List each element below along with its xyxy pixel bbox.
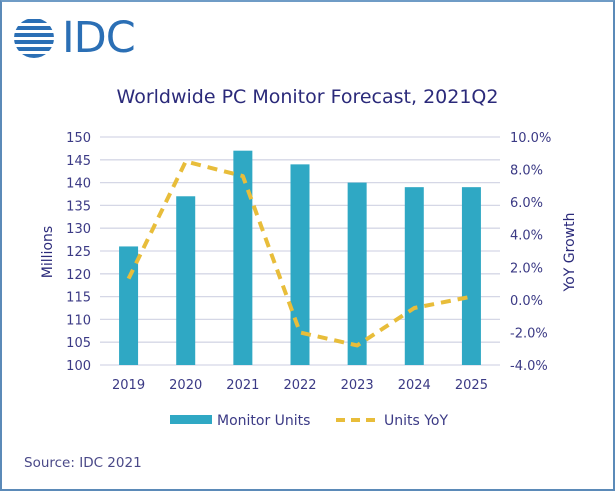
bar-2025 — [461, 187, 481, 365]
source-note: Source: IDC 2021 — [24, 455, 142, 471]
bar-2022 — [290, 164, 310, 365]
x-axis: 2019 2020 2021 2022 2023 2024 2025 — [112, 378, 488, 393]
y2-tick-label: 4.0% — [510, 229, 543, 244]
bar-2023 — [347, 182, 367, 365]
x-tick-label: 2024 — [398, 378, 431, 393]
x-tick-label: 2021 — [226, 378, 259, 393]
legend-label-units-yoy: Units YoY — [384, 413, 449, 429]
bar-2020 — [176, 196, 196, 365]
y-tick-label: 130 — [66, 222, 91, 237]
y-axis-left: 100 105 110 115 120 125 130 135 140 145 150 — [66, 131, 91, 374]
idc-logo: IDC — [12, 13, 136, 63]
x-tick-label: 2023 — [341, 378, 374, 393]
y-axis-label: Millions — [40, 226, 56, 278]
x-tick-label: 2019 — [112, 378, 145, 393]
y2-tick-label: 10.0% — [510, 131, 551, 146]
y2-axis-label: YoY Growth — [562, 213, 578, 293]
chart-title: Worldwide PC Monitor Forecast, 2021Q2 — [116, 86, 499, 108]
y2-tick-label: 0.0% — [510, 294, 543, 309]
y2-tick-label: 2.0% — [510, 261, 543, 276]
x-tick-label: 2020 — [169, 378, 202, 393]
globe-stripes-icon — [14, 19, 54, 58]
legend: Monitor Units Units YoY — [170, 413, 449, 429]
bar-series — [119, 150, 481, 365]
y-tick-label: 145 — [66, 154, 91, 169]
legend-swatch-monitor-units — [170, 415, 212, 424]
yoy-line — [126, 159, 472, 348]
y-tick-label: 135 — [66, 199, 91, 214]
y2-tick-label: -4.0% — [510, 359, 548, 374]
y-tick-label: 105 — [66, 336, 91, 351]
y2-tick-label: -2.0% — [510, 326, 548, 341]
y2-tick-label: 6.0% — [510, 196, 543, 211]
x-tick-label: 2022 — [283, 378, 316, 393]
bar-2024 — [404, 187, 424, 365]
x-tick-label: 2025 — [455, 378, 488, 393]
bar-2021 — [233, 150, 253, 365]
line-series — [126, 159, 472, 348]
y-axis-right: -4.0% -2.0% 0.0% 2.0% 4.0% 6.0% 8.0% 10.0% — [510, 131, 551, 374]
y-tick-label: 125 — [66, 245, 91, 260]
y-tick-label: 100 — [66, 359, 91, 374]
y-tick-label: 120 — [66, 268, 91, 283]
logo-text: IDC — [62, 13, 136, 63]
y-tick-label: 115 — [66, 291, 91, 306]
bar-2019 — [119, 246, 139, 365]
y-tick-label: 150 — [66, 131, 91, 146]
y-tick-label: 140 — [66, 177, 91, 192]
y-tick-label: 110 — [66, 313, 91, 328]
y2-tick-label: 8.0% — [510, 164, 543, 179]
legend-label-monitor-units: Monitor Units — [217, 413, 310, 429]
